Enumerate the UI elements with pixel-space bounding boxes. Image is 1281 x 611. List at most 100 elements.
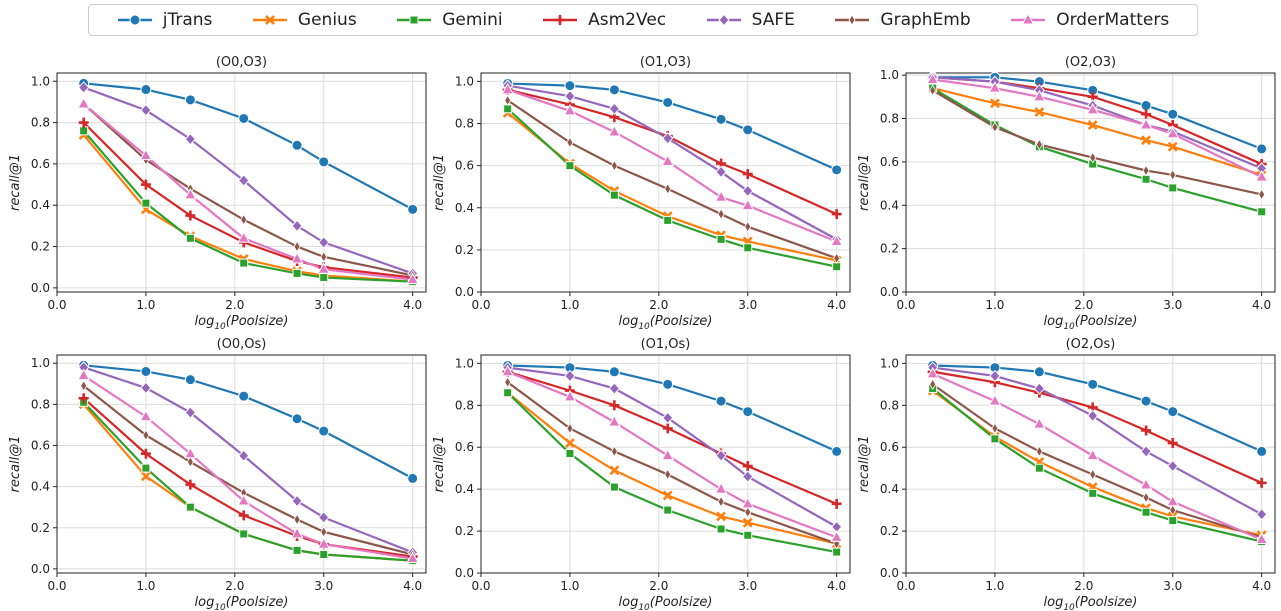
x-tick-label: 4.0 <box>1252 298 1271 312</box>
data-point-gemini <box>566 162 574 170</box>
data-point-jtrans <box>1257 144 1267 154</box>
y-tick-label: 0.6 <box>880 440 899 454</box>
series-line-graphemb <box>508 100 837 258</box>
data-point-gemini <box>1169 517 1177 525</box>
series-markers-genius <box>80 400 417 564</box>
series-ordermatters <box>84 104 413 280</box>
data-point-gemini <box>320 274 328 282</box>
data-point-gemini <box>566 450 574 458</box>
data-point-gemini <box>664 506 672 514</box>
plot-frame <box>57 355 426 573</box>
data-point-gemini <box>320 550 328 558</box>
series-line-jtrans <box>508 84 837 170</box>
data-point-safe <box>141 382 151 393</box>
chart-panel-o0-os: 0.0 1.0 2.0 3.0 4.0 0.0 0.2 0.4 0.6 0.8 1.0 (O0,Os)… <box>8 337 426 611</box>
x-tick-label: 2.0 <box>1074 298 1093 312</box>
data-point-jtrans <box>663 97 673 107</box>
data-point-graphemb <box>187 457 193 467</box>
data-point-jtrans <box>1088 379 1098 389</box>
series-markers-safe <box>79 82 418 279</box>
data-point-gemini <box>610 191 618 199</box>
data-point-ordermatters <box>78 370 89 380</box>
y-tick-label: 0.6 <box>455 440 474 454</box>
data-point-asm2vec <box>1168 438 1178 448</box>
x-tick-label: 4.0 <box>403 298 422 312</box>
data-point-jtrans <box>1034 367 1044 377</box>
series-line-graphemb <box>84 386 413 555</box>
data-point-jtrans <box>1168 109 1178 119</box>
data-point-graphemb <box>1143 493 1149 503</box>
y-tick-label: 0.0 <box>31 281 50 295</box>
data-point-gemini <box>1035 464 1043 472</box>
y-tick-label: 0.6 <box>455 159 474 173</box>
y-tick-label: 0.6 <box>880 155 899 169</box>
chart-panel-o1-o3: 0.0 1.0 2.0 3.0 4.00.00.20.40.60.81.0(O1,O3)… <box>432 55 850 332</box>
data-point-asm2vec <box>832 209 842 219</box>
series-graphemb <box>84 386 413 555</box>
data-point-graphemb <box>1259 189 1265 199</box>
series-graphemb <box>508 100 837 258</box>
series-jtrans <box>508 365 837 451</box>
data-point-jtrans <box>185 375 195 385</box>
data-point-jtrans <box>1168 407 1178 417</box>
data-point-jtrans <box>609 85 619 95</box>
x-tick-label: 3.0 <box>1163 579 1182 593</box>
data-point-jtrans <box>1141 101 1151 111</box>
chart-panel-o1-os: 0.0 1.0 2.0 3.0 4.00.00.20.40.60.81.0(O1,Os)… <box>432 337 850 611</box>
x-tick-label: 0.0 <box>471 298 490 312</box>
series-genius <box>933 391 1262 536</box>
y-tick-label: 0.0 <box>455 566 474 580</box>
y-tick-label: 0.4 <box>455 482 474 496</box>
data-point-jtrans <box>239 113 249 123</box>
panel-title: (O1,O3) <box>640 55 691 70</box>
panel-title: (O1,Os) <box>641 337 691 352</box>
data-point-gemini <box>664 216 672 224</box>
x-tick-label: 0.0 <box>471 579 490 593</box>
x-tick-label: 4.0 <box>1252 579 1271 593</box>
data-point-graphemb <box>241 215 247 225</box>
y-tick-label: 0.8 <box>455 117 474 131</box>
data-point-safe <box>990 370 1000 381</box>
y-tick-label: 0.0 <box>31 562 50 576</box>
data-point-graphemb <box>321 527 327 537</box>
data-point-gemini <box>240 530 248 538</box>
data-point-asm2vec <box>832 499 842 509</box>
panel-title: (O0,O3) <box>216 55 267 70</box>
data-point-asm2vec <box>743 169 753 179</box>
data-point-gemini <box>1142 175 1150 183</box>
x-tick-label: 4.0 <box>827 298 846 312</box>
y-tick-label: 0.4 <box>455 201 474 215</box>
data-point-graphemb <box>992 423 998 433</box>
series-line-ordermatters <box>84 104 413 280</box>
x-tick-label: 0.0 <box>47 579 66 593</box>
data-point-graphemb <box>505 377 511 387</box>
data-point-graphemb <box>665 469 671 479</box>
data-point-gemini <box>744 531 752 539</box>
data-point-gemini <box>717 235 725 243</box>
x-tick-label: 2.0 <box>1074 579 1093 593</box>
y-tick-label: 0.0 <box>455 285 474 299</box>
data-point-jtrans <box>716 396 726 406</box>
x-tick-label: 2.0 <box>649 579 668 593</box>
x-tick-label: 4.0 <box>403 579 422 593</box>
y-tick-label: 0.2 <box>880 524 899 538</box>
data-point-graphemb <box>1036 446 1042 456</box>
data-point-graphemb <box>294 515 300 525</box>
y-axis-label: recall@1 <box>432 154 447 211</box>
data-point-graphemb <box>1143 166 1149 176</box>
x-tick-label: 3.0 <box>738 298 757 312</box>
data-point-graphemb <box>81 381 87 391</box>
data-point-gemini <box>1169 184 1177 192</box>
chart-panel-o0-o3: 0.0 1.0 2.0 3.0 4.00.00.20.40.60.81.0(O0,O3)… <box>8 55 426 332</box>
data-point-jtrans <box>141 366 151 376</box>
y-tick-label: 1.0 <box>880 356 899 370</box>
series-markers-genius <box>504 389 841 548</box>
data-point-graphemb <box>321 252 327 262</box>
data-point-safe <box>609 103 619 114</box>
y-tick-label: 0.6 <box>31 438 50 452</box>
x-tick-label: 1.0 <box>560 579 579 593</box>
panel-title: (O2,O3) <box>1065 55 1116 70</box>
y-tick-label: 0.4 <box>31 480 50 494</box>
data-point-gemini <box>293 269 301 277</box>
data-point-asm2vec <box>1257 478 1267 488</box>
